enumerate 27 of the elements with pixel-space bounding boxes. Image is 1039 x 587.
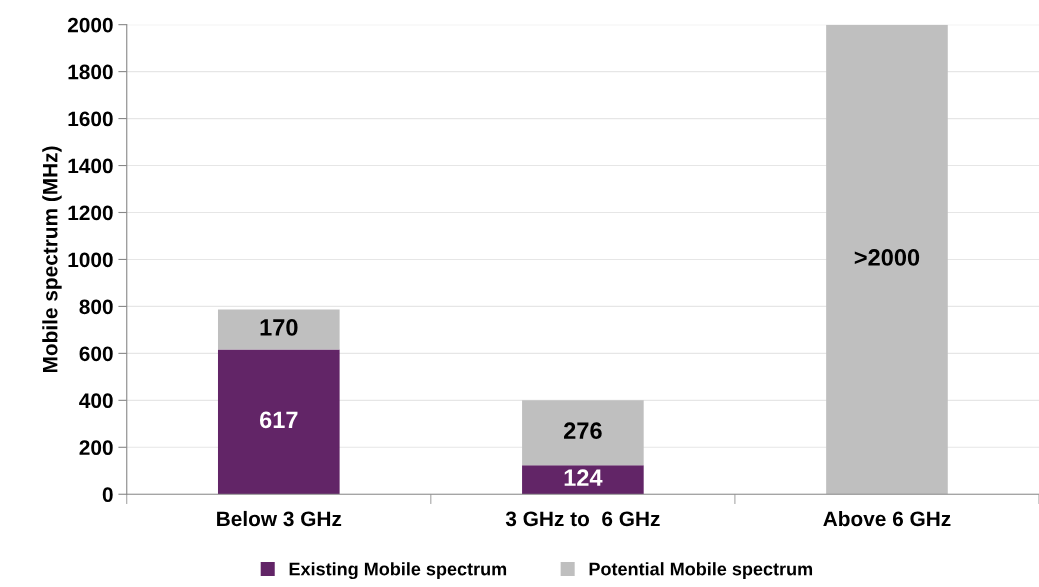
y-tick-label: 1400 [68,158,113,174]
bar [826,24,948,495]
data-label: 124 [564,469,603,486]
y-tick-label: 600 [79,346,113,362]
legend-label: Potential Mobile spectrum [589,562,813,579]
bar [217,309,340,350]
data-label: 276 [564,422,602,440]
y-tick-label: 1600 [68,111,113,127]
y-tick-label: 0 [102,487,113,503]
y-tick-label: 1200 [68,205,113,221]
x-tick-label: Below 3 GHz [217,510,342,527]
bar [522,400,644,466]
y-tick-label: 1800 [68,64,113,80]
y-tick-label: 200 [79,440,113,456]
data-label: >2000 [854,249,920,266]
y-tick-label: 800 [79,299,113,315]
y-tick-label: 2000 [67,17,113,33]
y-axis-title: Mobile spectrum (MHz) [42,146,62,373]
bar [522,465,644,495]
x-tick-label: 3 GHz to 6 GHz [505,511,660,527]
data-label: 617 [259,411,298,429]
x-tick-label: Above 6 GHz [823,510,951,527]
legend-label: Existing Mobile spectrum [289,562,507,580]
data-label: 170 [260,319,298,336]
y-tick-label: 1000 [68,252,113,268]
bar [217,349,340,495]
y-tick-label: 400 [79,393,113,409]
